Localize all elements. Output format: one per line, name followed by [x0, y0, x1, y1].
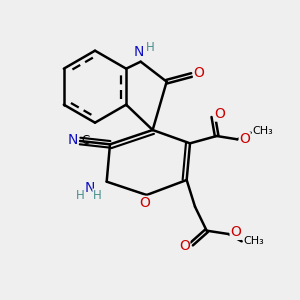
Text: O: O [140, 196, 150, 210]
Text: C: C [82, 134, 90, 147]
Text: CH₃: CH₃ [252, 126, 273, 136]
Text: H: H [93, 189, 102, 202]
Text: H: H [76, 189, 84, 202]
Text: N: N [134, 45, 144, 59]
Text: O: O [179, 239, 190, 253]
Text: N: N [68, 133, 78, 147]
Text: O: O [214, 107, 225, 121]
Text: N: N [84, 181, 94, 195]
Text: H: H [146, 41, 155, 54]
Text: O: O [239, 132, 250, 146]
Text: O: O [194, 66, 204, 80]
Text: CH₃: CH₃ [243, 236, 264, 246]
Text: O: O [230, 225, 241, 239]
